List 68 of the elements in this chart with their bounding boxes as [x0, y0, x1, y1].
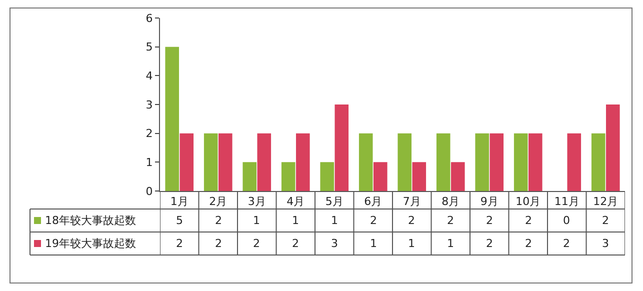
data-label: 5	[176, 214, 183, 227]
legend-label: 18年较大事故起数	[45, 214, 136, 227]
bar	[490, 133, 504, 191]
data-label: 1	[331, 214, 338, 227]
data-label: 2	[176, 237, 183, 250]
data-label: 2	[525, 237, 532, 250]
bar	[567, 133, 582, 191]
data-label: 1	[253, 214, 260, 227]
bar	[514, 133, 528, 191]
data-label: 3	[331, 237, 338, 250]
bar	[320, 162, 334, 191]
bar	[436, 133, 450, 191]
x-tick-label: 6月	[364, 195, 382, 208]
data-label: 1	[447, 237, 454, 250]
data-label: 2	[486, 237, 493, 250]
bar	[606, 104, 620, 191]
bar	[398, 133, 412, 191]
bar	[475, 133, 490, 191]
data-label: 2	[525, 214, 532, 227]
data-label: 2	[408, 214, 415, 227]
x-tick-label: 4月	[286, 195, 305, 208]
y-tick-label: 6	[146, 12, 153, 25]
bar	[373, 162, 388, 191]
x-tick-label: 10月	[516, 195, 541, 208]
data-label: 2	[370, 214, 377, 227]
x-tick-label: 3月	[248, 195, 266, 208]
bar	[257, 133, 272, 191]
bar	[218, 133, 232, 191]
data-label: 2	[215, 214, 222, 227]
y-tick-label: 1	[146, 156, 153, 170]
x-tick-label: 1月	[170, 195, 188, 208]
y-tick-label: 5	[146, 40, 153, 54]
data-label: 0	[563, 214, 570, 227]
bar	[528, 133, 542, 191]
data-label: 2	[253, 237, 260, 250]
bar	[296, 133, 310, 191]
bar	[450, 162, 465, 191]
x-tick-label: 7月	[402, 195, 421, 208]
bar	[242, 162, 257, 191]
data-label: 1	[292, 214, 299, 227]
x-tick-label: 5月	[325, 195, 344, 208]
bar	[412, 162, 426, 191]
bar	[180, 133, 194, 191]
data-label: 1	[408, 237, 415, 250]
x-tick-label: 12月	[593, 195, 618, 208]
bar	[281, 162, 296, 191]
data-label: 2	[563, 237, 570, 250]
bar	[165, 46, 180, 191]
y-tick-label: 0	[146, 184, 153, 198]
data-label: 2	[292, 237, 299, 250]
data-label: 3	[602, 237, 609, 250]
y-tick-label: 4	[146, 70, 153, 83]
y-tick-label: 2	[146, 127, 153, 140]
bar	[591, 133, 606, 191]
data-label: 2	[215, 237, 222, 250]
x-tick-label: 8月	[442, 195, 460, 208]
x-tick-label: 9月	[480, 195, 498, 208]
data-label: 2	[486, 214, 493, 227]
bar	[204, 133, 218, 191]
x-tick-label: 11月	[554, 195, 580, 208]
bar	[334, 104, 349, 191]
x-tick-label: 2月	[209, 195, 228, 208]
bar	[358, 133, 373, 191]
data-label: 1	[370, 237, 377, 250]
y-tick-label: 3	[146, 98, 153, 112]
data-label: 2	[447, 214, 454, 227]
legend-label: 19年较大事故起数	[45, 237, 136, 250]
data-label: 2	[602, 214, 609, 227]
